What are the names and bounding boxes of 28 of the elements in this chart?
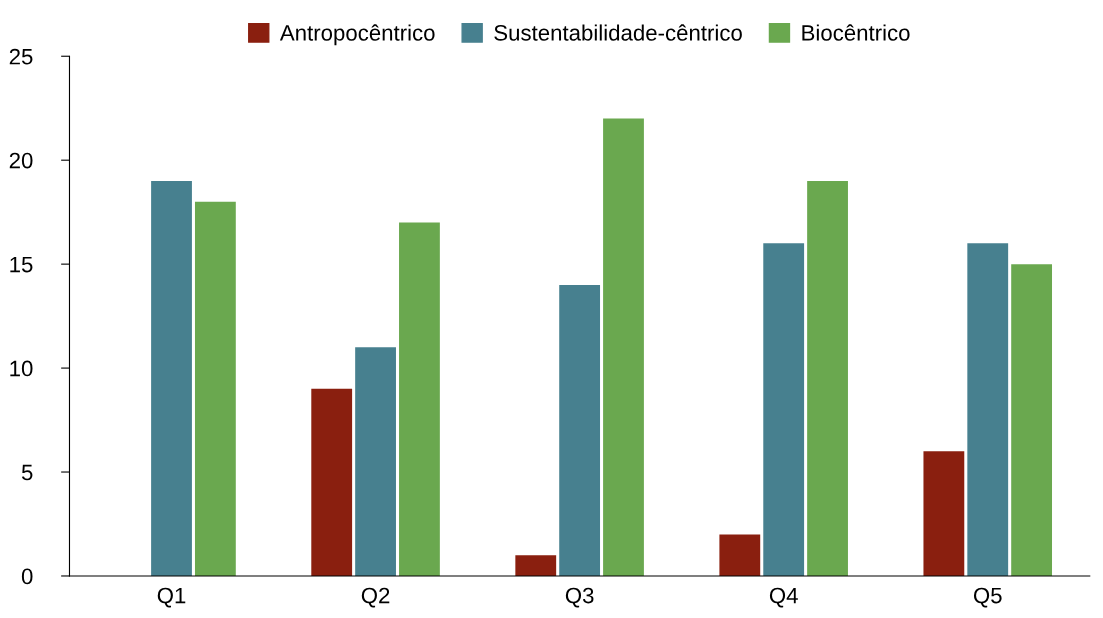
- bar: [967, 243, 1009, 576]
- bar: [1011, 264, 1053, 576]
- bar: [719, 534, 761, 576]
- bar: [807, 180, 848, 576]
- legend-label: Sustentabilidade-cêntrico: [494, 24, 742, 41]
- bar: [151, 180, 192, 576]
- legend-label: Antropocêntrico: [279, 24, 435, 46]
- y-tick-label: 15: [10, 256, 33, 273]
- y-tick-label: 10: [10, 360, 33, 377]
- x-tick-label: Q4: [769, 587, 798, 608]
- bar: [355, 347, 396, 576]
- x-tick-label: Q2: [361, 587, 390, 608]
- x-tick-label: Q3: [565, 587, 594, 608]
- y-tick-label: 0: [21, 568, 33, 585]
- x-tick-label: Q1: [157, 587, 186, 608]
- bar: [399, 222, 440, 576]
- bar: [923, 451, 965, 576]
- y-tick-label: 25: [9, 48, 33, 65]
- bar: [311, 388, 353, 576]
- y-tick-label: 5: [21, 464, 33, 481]
- x-tick-label: Q5: [973, 587, 1002, 608]
- y-tick-label: 20: [9, 152, 33, 169]
- bar: [515, 555, 557, 576]
- bar: [194, 201, 236, 576]
- bar: [603, 118, 644, 576]
- legend-label: Biocêntrico: [802, 24, 910, 41]
- bar: [559, 284, 601, 576]
- bar: [763, 243, 805, 576]
